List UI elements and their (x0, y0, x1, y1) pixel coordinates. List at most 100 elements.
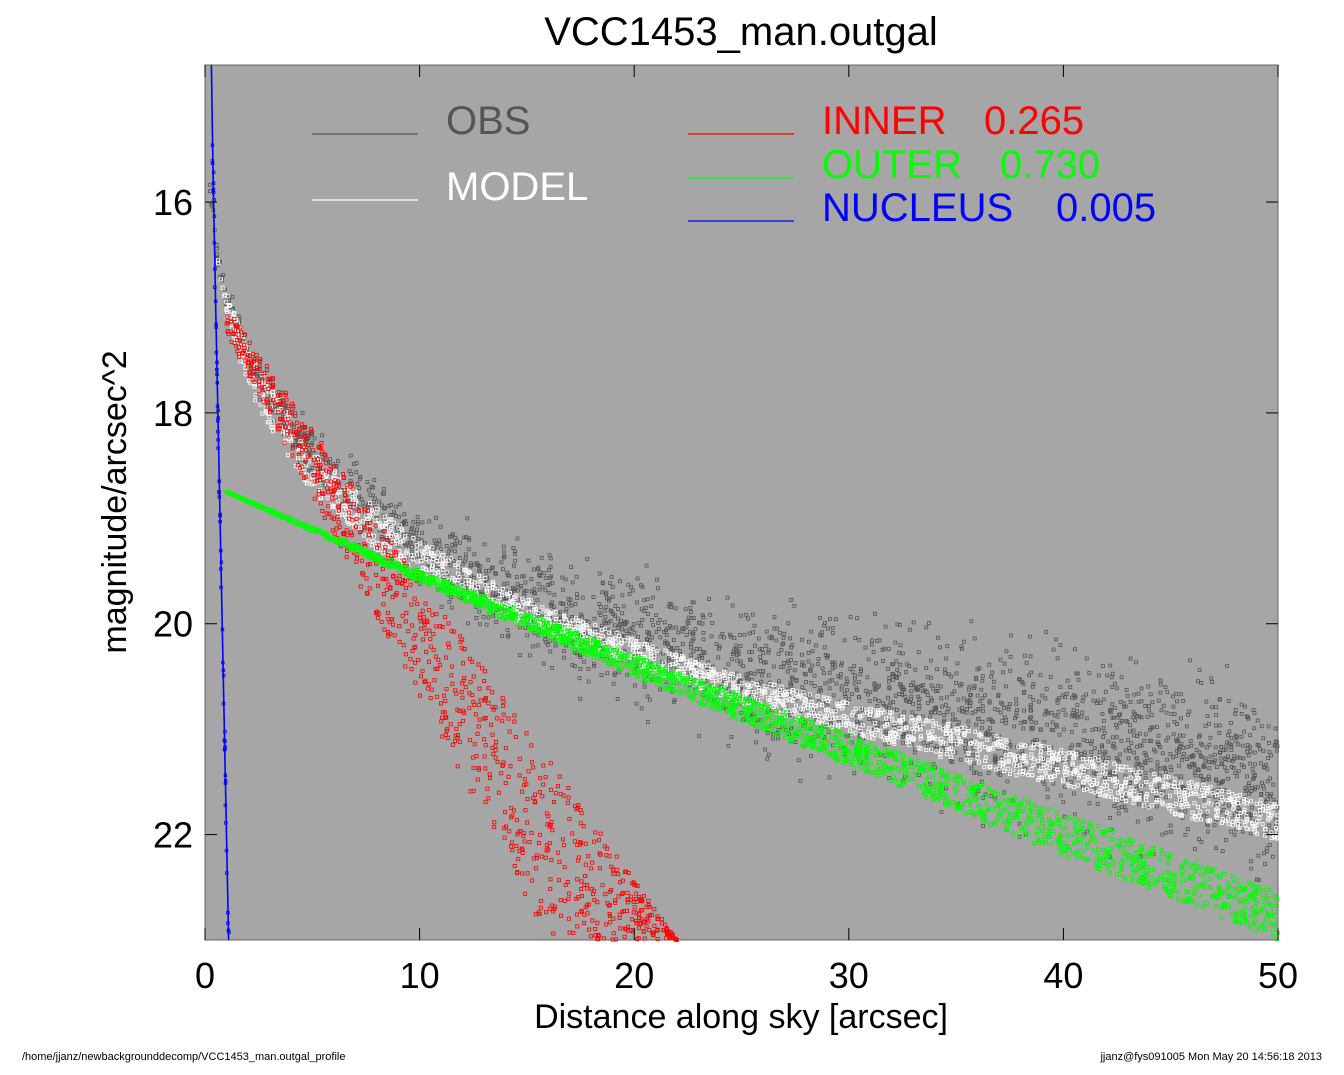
model-point (1061, 777, 1066, 782)
obs-point (758, 669, 762, 673)
obs-point (855, 616, 859, 621)
model-point (1190, 810, 1195, 815)
obs-point (1218, 697, 1222, 702)
obs-point (1114, 723, 1118, 727)
obs-point (1132, 750, 1136, 755)
obs-point (1248, 831, 1253, 836)
model-point (722, 669, 727, 674)
obs-point (894, 659, 899, 664)
obs-point (1075, 703, 1080, 707)
obs-point (891, 700, 895, 705)
obs-point (1197, 750, 1202, 755)
obs-point (1115, 686, 1119, 691)
model-point (1011, 767, 1016, 772)
obs-point (798, 779, 803, 783)
obs-point (627, 592, 632, 596)
obs-point (691, 631, 696, 636)
model-point (1178, 797, 1183, 802)
model-point (811, 706, 816, 711)
model-point (1038, 753, 1043, 758)
obs-point (630, 626, 635, 631)
model-point (706, 663, 711, 668)
obs-point (1027, 673, 1031, 678)
obs-point (758, 655, 763, 660)
obs-point (735, 658, 740, 663)
model-point (695, 661, 700, 666)
model-point (977, 733, 982, 738)
obs-point (539, 555, 544, 560)
obs-point (788, 636, 792, 641)
model-point (629, 637, 634, 642)
obs-point (826, 626, 830, 631)
obs-point (932, 706, 937, 711)
obs-point (415, 527, 419, 532)
obs-point (717, 644, 722, 649)
obs-point (209, 202, 214, 207)
obs-point (921, 740, 926, 745)
obs-point (452, 549, 457, 554)
obs-point (642, 598, 646, 602)
obs-point (920, 689, 925, 694)
obs-point (833, 664, 837, 669)
model-point (1199, 817, 1204, 822)
model-point (1112, 761, 1117, 766)
model-point (1166, 782, 1171, 787)
obs-point (950, 712, 955, 717)
obs-point (661, 651, 665, 656)
obs-point (780, 642, 785, 647)
model-point (588, 629, 593, 634)
model-point (526, 601, 531, 606)
obs-point (822, 671, 826, 676)
obs-point (830, 678, 834, 682)
obs-point (1181, 745, 1185, 750)
model-point (1095, 766, 1100, 771)
obs-point (842, 692, 847, 696)
obs-point (759, 659, 763, 663)
obs-point (252, 371, 257, 376)
obs-point (1063, 712, 1068, 717)
obs-point (292, 424, 297, 429)
obs-point (766, 650, 771, 655)
obs-point (910, 710, 915, 715)
obs-point (730, 603, 735, 608)
obs-point (895, 708, 899, 712)
model-point (782, 692, 787, 697)
obs-point (1139, 699, 1144, 704)
model-point (523, 601, 528, 606)
obs-point (1269, 792, 1274, 797)
obs-point (415, 522, 420, 527)
obs-point (580, 614, 584, 619)
obs-point (265, 368, 270, 373)
model-point (883, 738, 888, 743)
model-point (815, 694, 820, 699)
obs-point (1217, 731, 1222, 735)
obs-point (598, 613, 603, 617)
model-point (727, 677, 732, 682)
model-point (401, 538, 406, 543)
obs-point (900, 651, 905, 656)
model-point (404, 550, 409, 555)
obs-point (1108, 663, 1113, 668)
model-point (1124, 799, 1129, 804)
obs-point (629, 585, 634, 590)
model-point (1190, 816, 1195, 821)
obs-point (823, 681, 828, 686)
model-point (772, 682, 777, 687)
obs-point (738, 678, 743, 683)
obs-point (812, 673, 817, 678)
obs-point (1227, 758, 1231, 762)
obs-point (1031, 682, 1036, 686)
obs-point (1045, 795, 1050, 800)
obs-point (548, 602, 553, 607)
model-point (884, 716, 889, 721)
obs-point (789, 598, 794, 602)
obs-point (592, 616, 597, 621)
obs-point (536, 567, 540, 572)
obs-point (1265, 791, 1270, 796)
obs-point (790, 676, 795, 681)
obs-point (1220, 849, 1225, 853)
obs-point (335, 459, 340, 464)
obs-point (700, 656, 704, 660)
model-point (361, 533, 366, 538)
obs-point (1217, 723, 1222, 728)
